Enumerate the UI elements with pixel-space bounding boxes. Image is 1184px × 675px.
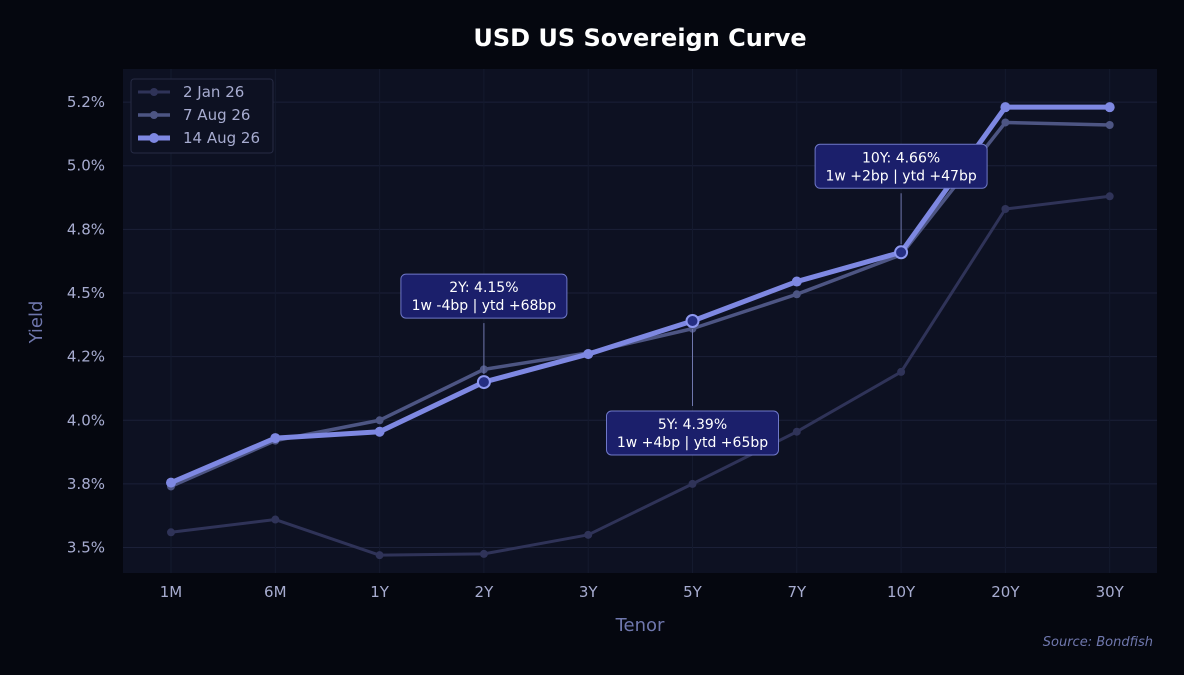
chart-title: USD US Sovereign Curve xyxy=(473,24,806,52)
data-point xyxy=(791,276,802,287)
x-tick-label: 30Y xyxy=(1096,583,1125,601)
data-point xyxy=(1001,118,1010,127)
legend-item-7-aug-26: 7 Aug 26 xyxy=(138,106,250,124)
data-point xyxy=(583,349,594,360)
annotation-boxes: 2Y: 4.15% 1w -4bp | ytd +68bp 5Y: 4.39% 1w … xyxy=(400,143,988,456)
y-tick-label: 4.2% xyxy=(67,348,105,366)
highlighted-point xyxy=(894,245,909,260)
y-tick-label: 5.2% xyxy=(67,93,105,111)
annotation-box xyxy=(400,273,568,319)
y-tick-label: 5.0% xyxy=(67,157,105,175)
source-note: Source: Bondfish xyxy=(1043,635,1153,650)
legend-swatch-marker xyxy=(150,111,158,119)
annotation-connectors xyxy=(483,193,902,406)
y-tick-label: 3.5% xyxy=(67,539,105,557)
legend-swatch-marker xyxy=(150,88,158,96)
data-point xyxy=(167,528,175,537)
x-tick-label: 3Y xyxy=(579,583,599,601)
data-point xyxy=(1105,121,1114,129)
data-point xyxy=(1104,102,1115,113)
data-point xyxy=(375,551,384,560)
legend-frame xyxy=(130,78,274,154)
x-tick-label: 5Y xyxy=(683,583,703,601)
legend: 2 Jan 26 7 Aug 26 14 Aug 26 xyxy=(130,78,274,154)
x-tick-label: 20Y xyxy=(991,583,1020,601)
data-point xyxy=(271,515,280,524)
data-point xyxy=(270,433,281,444)
annotation-box xyxy=(814,143,988,189)
annotation-2y: 2Y: 4.15% 1w -4bp | ytd +68bp xyxy=(400,273,568,319)
series-2-jan-26 xyxy=(167,192,1114,560)
highlighted-point xyxy=(685,314,700,328)
x-tick-label: 6M xyxy=(264,583,287,601)
legend-swatch-marker xyxy=(149,133,159,143)
highlighted-point xyxy=(476,375,491,390)
x-tick-label: 1M xyxy=(160,583,183,601)
x-tick-label: 10Y xyxy=(887,583,916,601)
annotation-change: 1w +4bp | ytd +65bp xyxy=(617,435,768,451)
legend-item-2-jan-26: 2 Jan 26 xyxy=(138,83,244,101)
plot-area xyxy=(123,69,1157,573)
data-point xyxy=(375,416,384,425)
y-tick-label: 4.0% xyxy=(67,411,105,429)
y-axis-ticks: 3.5% 3.8% 4.0% 4.2% 4.5% 4.8% 5.0% 5.2% xyxy=(67,93,105,556)
y-axis-label: Yield xyxy=(26,301,47,345)
data-point xyxy=(479,549,488,558)
annotation-box xyxy=(606,410,779,456)
data-point xyxy=(166,477,176,488)
data-point xyxy=(1000,102,1011,113)
data-point xyxy=(1105,192,1114,201)
y-tick-label: 4.8% xyxy=(67,220,105,238)
legend-item-14-aug-26: 14 Aug 26 xyxy=(138,129,260,147)
legend-label: 7 Aug 26 xyxy=(183,106,250,124)
legend-label: 14 Aug 26 xyxy=(183,129,260,147)
series-line xyxy=(169,194,1112,557)
annotation-5y: 5Y: 4.39% 1w +4bp | ytd +65bp xyxy=(606,410,779,456)
data-point xyxy=(688,479,697,488)
annotation-10y: 10Y: 4.66% 1w +2bp | ytd +47bp xyxy=(814,143,988,189)
annotation-value: 2Y: 4.15% xyxy=(449,280,518,296)
x-axis-label: Tenor xyxy=(615,615,665,636)
data-point xyxy=(584,530,593,539)
x-tick-label: 2Y xyxy=(475,583,495,601)
x-tick-label: 1Y xyxy=(370,583,390,601)
y-tick-label: 3.8% xyxy=(67,475,105,493)
annotation-change: 1w +2bp | ytd +47bp xyxy=(825,168,976,184)
x-tick-label: 7Y xyxy=(787,583,807,601)
annotation-value: 5Y: 4.39% xyxy=(658,417,727,433)
data-point xyxy=(1001,205,1010,213)
legend-label: 2 Jan 26 xyxy=(183,83,244,101)
data-point xyxy=(897,367,906,376)
annotation-value: 10Y: 4.66% xyxy=(862,150,940,166)
x-axis-ticks: 1M 6M 1Y 2Y 3Y 5Y 7Y 10Y 20Y 30Y xyxy=(160,583,1125,601)
annotation-change: 1w -4bp | ytd +68bp xyxy=(412,298,557,314)
data-point xyxy=(374,426,385,437)
data-point xyxy=(792,290,801,299)
data-point xyxy=(792,427,801,436)
highlight-markers xyxy=(476,245,909,390)
y-tick-label: 4.5% xyxy=(67,284,105,302)
